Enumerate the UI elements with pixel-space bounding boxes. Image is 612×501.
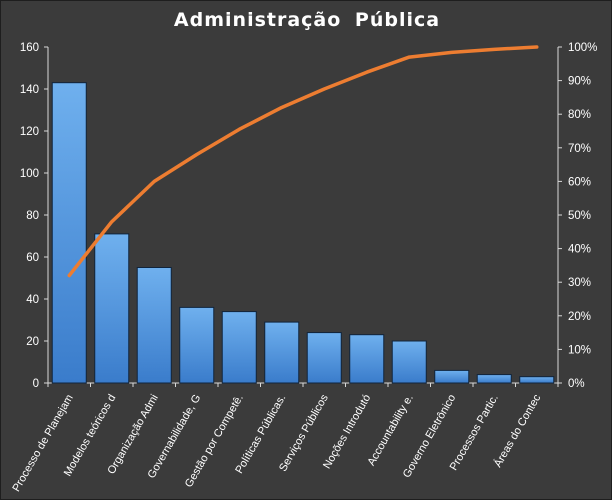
right-tick-label: 60% <box>568 176 591 188</box>
right-tick-label: 0% <box>568 378 585 390</box>
right-tick-label: 90% <box>568 76 591 88</box>
bar <box>179 306 215 384</box>
bar <box>306 332 342 384</box>
left-tick-label: 140 <box>20 84 39 96</box>
bar <box>434 369 470 384</box>
bar <box>349 334 385 384</box>
bar <box>264 321 300 384</box>
bar <box>519 376 555 384</box>
right-tick-label: 20% <box>568 311 591 323</box>
right-tick-label: 30% <box>568 277 591 289</box>
right-tick-label: 80% <box>568 109 591 121</box>
cumulative-percent-line <box>67 45 539 278</box>
chart-title: Administração Pública <box>173 9 441 31</box>
right-tick-label: 70% <box>568 143 591 155</box>
left-tick-label: 160 <box>20 42 39 54</box>
category-label: Processo de Planejam <box>10 393 75 494</box>
left-tick-label: 120 <box>20 126 39 138</box>
bar <box>476 374 512 384</box>
left-tick-label: 80 <box>26 210 39 222</box>
bar <box>51 82 87 384</box>
category-label: Áreas do Contec <box>491 392 543 470</box>
right-tick-label: 100% <box>568 42 597 54</box>
left-tick-label: 20 <box>26 336 39 348</box>
left-tick-label: 60 <box>26 252 39 264</box>
bar <box>391 340 427 384</box>
left-tick-label: 0 <box>33 378 39 390</box>
bar <box>136 267 172 384</box>
left-tick-label: 40 <box>26 294 39 306</box>
right-tick-label: 50% <box>568 210 591 222</box>
bar <box>221 311 257 384</box>
left-tick-label: 100 <box>20 168 39 180</box>
right-tick-label: 40% <box>568 244 591 256</box>
right-tick-label: 10% <box>568 344 591 356</box>
category-label: Noções Introdutó <box>321 393 373 472</box>
category-label: Accountability e. <box>365 393 415 468</box>
bar <box>94 233 130 384</box>
